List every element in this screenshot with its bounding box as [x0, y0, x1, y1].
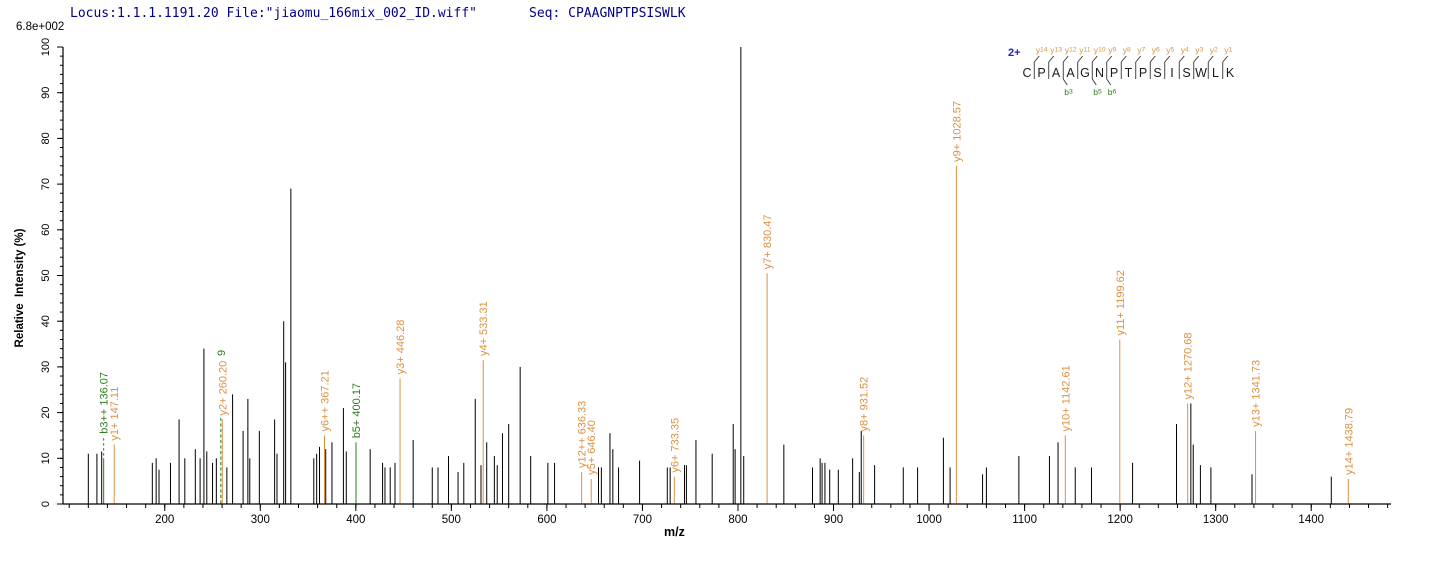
y-tick-label: 90	[40, 87, 52, 99]
ion-label: y6+ 733.35	[669, 418, 681, 473]
x-tick-label: 900	[824, 514, 843, 526]
fragment-label: y4	[1181, 45, 1189, 55]
ion-label: y10+ 1142.61	[1060, 365, 1072, 431]
ion-label: y2+ 260.20	[217, 361, 229, 416]
fragment-label: y12	[1065, 45, 1077, 55]
y-tick-label: 70	[40, 178, 52, 190]
y-tick-label: 30	[40, 361, 52, 373]
fragment-label: y5	[1166, 45, 1174, 55]
ion-label: y9+ 1028.57	[951, 101, 963, 162]
residue-letter: P	[1110, 66, 1118, 80]
residue-letter: A	[1066, 66, 1075, 80]
residue-letter: S	[1182, 66, 1190, 80]
y-tick-label: 60	[40, 224, 52, 236]
ion-label: y12+ 1270.68	[1183, 332, 1195, 399]
x-tick-label: 300	[251, 514, 270, 526]
y-tick-label: 40	[40, 315, 52, 327]
ion-label: y5+ 646.40	[586, 420, 598, 475]
fragment-label: y11	[1079, 45, 1091, 55]
ion-label: b3++ 136.07	[99, 372, 111, 434]
ion-label: y8+ 931.52	[859, 377, 871, 432]
fragment-label: y1	[1224, 45, 1232, 55]
ion-label: y4+ 533.31	[478, 301, 490, 356]
x-tick-label: 400	[346, 514, 365, 526]
ion-label: y1+ 147.11	[109, 387, 121, 441]
header-bar: Locus:1.1.1.1191.20 File:"jiaomu_166mix_…	[70, 6, 686, 21]
x-tick-label: 1300	[1203, 514, 1229, 526]
fragment-label: y10	[1094, 45, 1106, 55]
ion-label: y3+ 446.28	[395, 320, 407, 375]
x-tick-label: 1100	[1012, 514, 1037, 526]
y-axis-ticks: 0 10 20 30 40 50 60 70 80 90 100	[40, 38, 63, 507]
x-tick-label: 1400	[1298, 514, 1324, 526]
ion-label: y14+ 1438.79	[1343, 408, 1355, 475]
residue-letter: L	[1212, 66, 1219, 80]
residue-letter: N	[1095, 66, 1104, 80]
x-tick-label: 600	[537, 514, 556, 526]
fragment-label: y2	[1210, 45, 1218, 55]
residue-letter: P	[1139, 66, 1147, 80]
ion-label: b5+ 400.17	[351, 383, 363, 438]
ion-label: y12++ 636.33	[577, 401, 589, 468]
fragment-label: y3	[1195, 45, 1203, 55]
fragment-label: b5	[1093, 87, 1102, 97]
x-axis-title: m/z	[664, 525, 685, 539]
y-tick-label: 50	[40, 269, 52, 281]
fragment-label: y14	[1036, 45, 1048, 55]
ion-label: y11+ 1199.62	[1115, 270, 1127, 335]
residue-letter: A	[1052, 66, 1061, 80]
residue-letter: P	[1037, 66, 1045, 80]
fragment-label: b6	[1108, 87, 1117, 97]
fragment-label: y13	[1050, 45, 1062, 55]
ion-label: y13+ 1341.73	[1251, 360, 1263, 427]
peaks	[87, 47, 1349, 504]
y-tick-label: 80	[40, 132, 52, 144]
residue-letter: C	[1022, 66, 1031, 80]
residue-letter: G	[1080, 66, 1090, 80]
residue-letter: K	[1226, 66, 1235, 80]
precursor-charge: 2+	[1008, 47, 1021, 59]
max-intensity-label: 6.8e+002	[16, 21, 65, 33]
ion-label: y7+ 830.47	[762, 214, 774, 269]
x-tick-label: 200	[155, 514, 174, 526]
fragment-label: y7	[1137, 45, 1145, 55]
x-tick-label: 700	[633, 514, 652, 526]
sequence-text: Seq: CPAAGNPTPSISWLK	[529, 6, 686, 21]
ion-label: y6++ 367.21	[320, 370, 332, 431]
ion-label: 9	[216, 350, 228, 356]
x-tick-label: 1000	[916, 514, 942, 526]
x-tick-label: 500	[442, 514, 461, 526]
locus-file-text: Locus:1.1.1.1191.20 File:"jiaomu_166mix_…	[70, 6, 477, 21]
y-tick-label: 0	[40, 501, 52, 507]
fragment-label: y6	[1152, 45, 1160, 55]
axes	[62, 47, 1391, 505]
fragment-label: y9	[1108, 45, 1116, 55]
y-tick-label: 100	[40, 38, 52, 56]
y-tick-label: 10	[40, 452, 52, 464]
x-tick-label: 800	[728, 514, 747, 526]
residue-letter: I	[1170, 66, 1173, 80]
y-tick-label: 20	[40, 406, 52, 418]
residue-letter: T	[1125, 66, 1133, 80]
residue-letter: S	[1153, 66, 1161, 80]
fragment-label: y8	[1123, 45, 1131, 55]
residue-letter: W	[1195, 66, 1207, 80]
fragment-label: b3	[1064, 87, 1073, 97]
x-axis-ticks: 200 300 400 500 600 700 800 900 1000 1100 1200 1300…	[68, 504, 1389, 526]
x-tick-label: 1200	[1107, 514, 1133, 526]
